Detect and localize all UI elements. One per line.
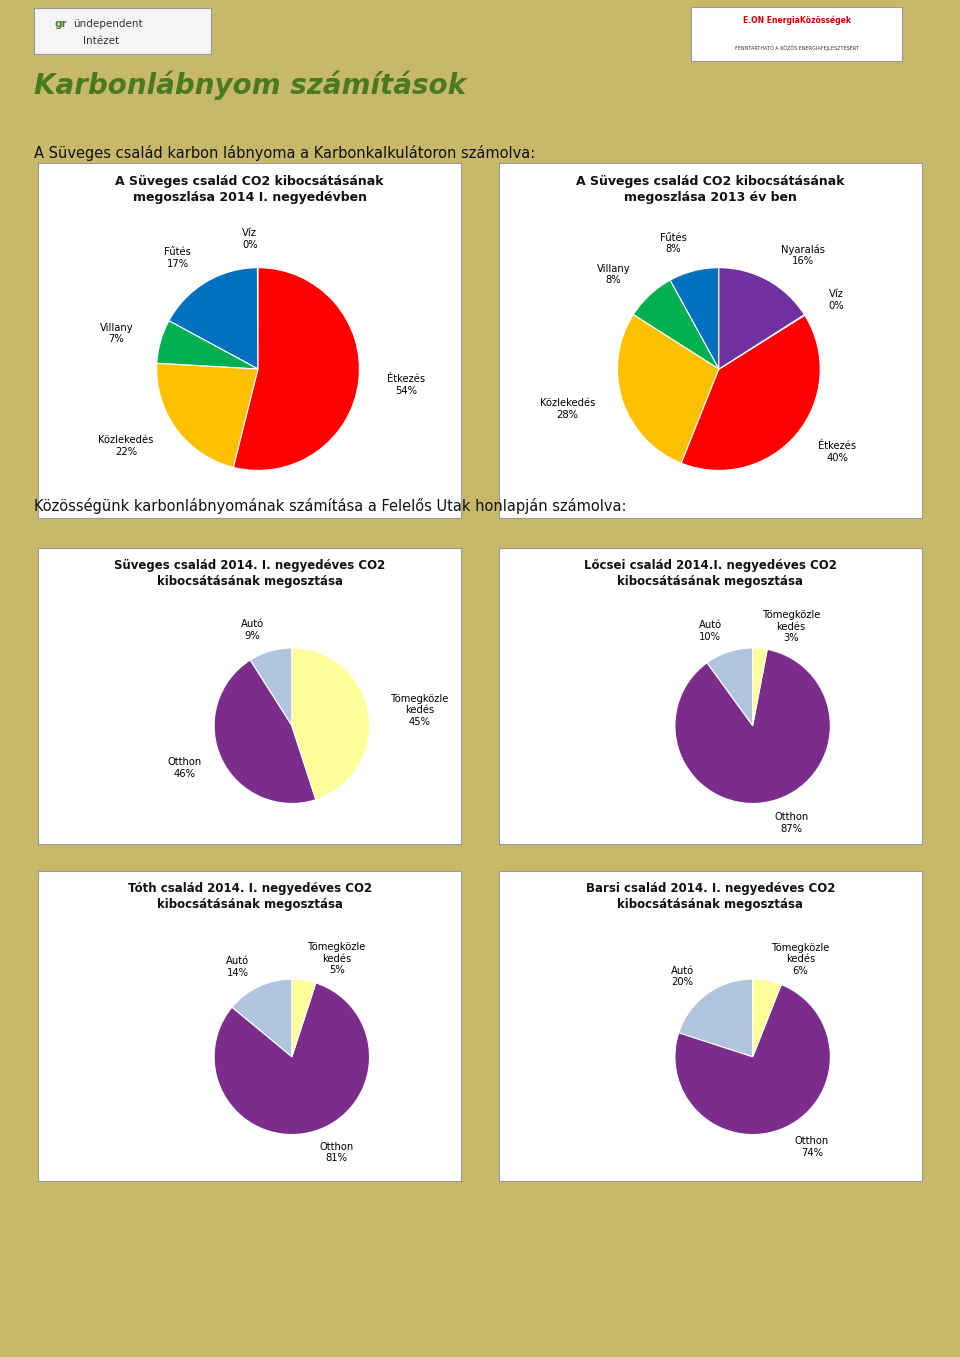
Text: Autó
10%: Autó 10%	[699, 620, 722, 642]
Text: Tömegközle
kedés
45%: Tömegközle kedés 45%	[390, 693, 448, 727]
Text: Villany
8%: Villany 8%	[596, 263, 630, 285]
Text: Közlekedés
28%: Közlekedés 28%	[540, 398, 595, 419]
Wedge shape	[169, 267, 258, 369]
Text: Víz
0%: Víz 0%	[828, 289, 844, 311]
Text: Otthon
46%: Otthon 46%	[168, 757, 202, 779]
Text: FENNTARTHATÓ A KÖZÖS ENERGIAFEJLESZTÉSÉRT: FENNTARTHATÓ A KÖZÖS ENERGIAFEJLESZTÉSÉR…	[734, 45, 859, 50]
Text: Otthon
87%: Otthon 87%	[775, 811, 808, 833]
Text: Nyaralás
16%: Nyaralás 16%	[781, 244, 826, 266]
Wedge shape	[682, 315, 820, 471]
Wedge shape	[292, 649, 370, 799]
Text: Barsi család 2014. I. negyedéves CO2
kibocsátásának megosztása: Barsi család 2014. I. negyedéves CO2 kib…	[586, 882, 835, 911]
Text: A Süveges család karbon lábnyoma a Karbonkalkulátoron számolva:: A Süveges család karbon lábnyoma a Karbo…	[34, 145, 535, 161]
Text: Víz
0%: Víz 0%	[242, 228, 257, 250]
Wedge shape	[675, 985, 830, 1134]
Text: Étkezés
54%: Étkezés 54%	[387, 375, 425, 396]
Wedge shape	[617, 315, 719, 463]
Wedge shape	[156, 364, 258, 467]
Text: Intézet: Intézet	[84, 37, 119, 46]
Text: Fűtés
8%: Fűtés 8%	[660, 232, 686, 254]
Text: Süveges család 2014. I. negyedéves CO2
kibocsátásának megosztása: Süveges család 2014. I. negyedéves CO2 k…	[114, 559, 385, 588]
Text: Autó
20%: Autó 20%	[671, 966, 694, 987]
Text: Étkezés
40%: Étkezés 40%	[819, 441, 856, 463]
Text: Közösségünk karbonlábnyomának számítása a Felelős Utak honlapján számolva:: Közösségünk karbonlábnyomának számítása …	[34, 498, 626, 514]
Wedge shape	[634, 280, 719, 369]
Wedge shape	[233, 267, 359, 471]
Wedge shape	[670, 267, 719, 369]
Wedge shape	[707, 649, 753, 726]
Wedge shape	[719, 315, 804, 369]
Text: A Süveges család CO2 kibocsátásának
megoszlása 2014 I. negyedévben: A Süveges család CO2 kibocsátásának mego…	[115, 175, 384, 205]
Text: Villany
7%: Villany 7%	[100, 323, 133, 345]
Text: Tóth család 2014. I. negyedéves CO2
kibocsátásának megosztása: Tóth család 2014. I. negyedéves CO2 kibo…	[128, 882, 372, 911]
Wedge shape	[214, 982, 370, 1134]
Wedge shape	[214, 660, 316, 803]
Text: Közlekedés
22%: Közlekedés 22%	[98, 436, 154, 457]
Text: Tömegközle
kedés
6%: Tömegközle kedés 6%	[771, 943, 829, 976]
Wedge shape	[719, 267, 804, 369]
Text: A Süveges család CO2 kibocsátásának
megoszlása 2013 év ben: A Süveges család CO2 kibocsátásának mego…	[576, 175, 845, 205]
Text: Lőcsei család 2014.I. negyedéves CO2
kibocsátásának megosztása: Lőcsei család 2014.I. negyedéves CO2 kib…	[584, 559, 837, 588]
Text: E.ON EnergiaKözösségek: E.ON EnergiaKözösségek	[743, 15, 851, 26]
Text: Tömegközle
kedés
5%: Tömegközle kedés 5%	[307, 942, 366, 976]
Wedge shape	[232, 980, 292, 1057]
Wedge shape	[753, 980, 781, 1057]
Wedge shape	[753, 649, 767, 726]
Wedge shape	[675, 650, 830, 803]
Text: ündependent: ündependent	[73, 19, 142, 30]
Wedge shape	[251, 649, 292, 726]
Text: Karbonlábnyom számítások: Karbonlábnyom számítások	[34, 71, 466, 100]
Text: Otthon
81%: Otthon 81%	[320, 1141, 354, 1163]
Wedge shape	[679, 980, 753, 1057]
Text: Tömegközle
kedés
3%: Tömegközle kedés 3%	[762, 611, 821, 643]
Text: Autó
9%: Autó 9%	[241, 619, 264, 641]
Wedge shape	[156, 320, 258, 369]
Text: Otthon
74%: Otthon 74%	[795, 1136, 829, 1158]
Text: Autó
14%: Autó 14%	[227, 957, 250, 977]
Wedge shape	[292, 980, 316, 1057]
Text: Fűtés
17%: Fűtés 17%	[164, 247, 191, 269]
Text: gr: gr	[55, 19, 67, 30]
